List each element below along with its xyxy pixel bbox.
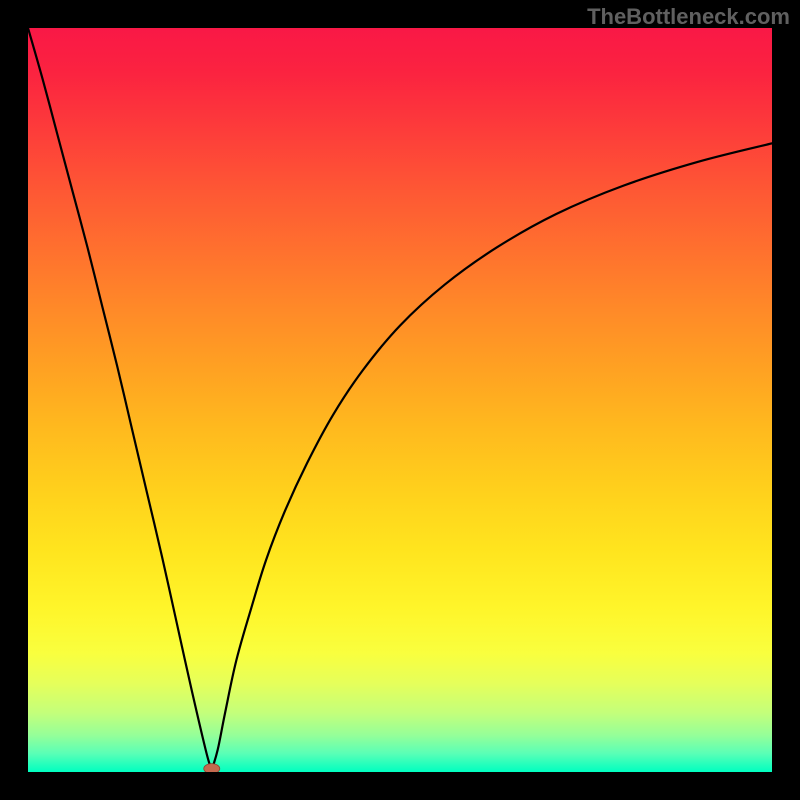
- watermark-text: TheBottleneck.com: [587, 4, 790, 30]
- chart-stage: TheBottleneck.com: [0, 0, 800, 800]
- chart-svg: [0, 0, 800, 800]
- plot-background-gradient: [28, 28, 772, 772]
